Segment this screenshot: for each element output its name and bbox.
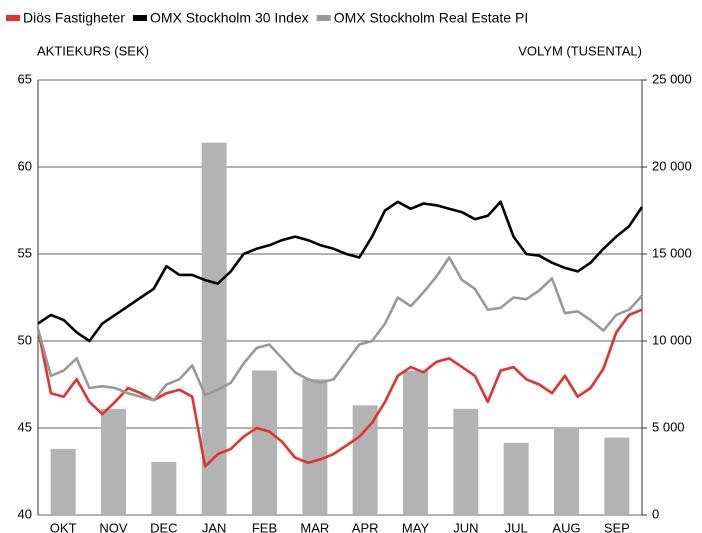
x-tick-label: FEB (252, 520, 277, 533)
legend-swatch (132, 15, 147, 21)
y-tick-label: 60 (18, 158, 32, 173)
y-tick-label: 50 (18, 332, 32, 347)
volume-bar (50, 448, 76, 515)
x-tick-label: MAR (300, 520, 329, 533)
y-tick-label: 45 (18, 419, 32, 434)
y2-tick-label: 15 000 (652, 245, 692, 260)
volume-bar (403, 370, 428, 515)
y2-tick-label: 5 000 (652, 419, 685, 434)
x-tick-label: OKT (50, 520, 77, 533)
x-tick-label: APR (352, 520, 379, 533)
volume-bar (554, 427, 579, 515)
y-tick-label: 40 (18, 506, 32, 521)
y2-tick-label: 0 (652, 506, 659, 521)
x-tick-label: MAY (402, 520, 430, 533)
legend-swatch (316, 15, 331, 21)
y2-tick-label: 25 000 (652, 71, 692, 86)
volume-bar (302, 379, 328, 515)
y-tick-label: 55 (18, 245, 32, 260)
x-tick-label: NOV (99, 520, 128, 533)
x-tick-label: JAN (202, 520, 227, 533)
price-line (37, 200, 644, 343)
volume-bar (151, 461, 177, 515)
x-tick-label: JUN (453, 520, 478, 533)
volume-bar (101, 408, 126, 515)
volume-bar (503, 442, 529, 515)
volume-bar (252, 370, 277, 515)
x-tick-label: JUL (505, 520, 528, 533)
legend-label: OMX Stockholm 30 Index (150, 10, 309, 26)
legend-swatch (6, 15, 20, 21)
price-line (36, 256, 643, 402)
volume-bar (604, 437, 630, 515)
x-tick-label: SEP (604, 520, 630, 533)
y-tick-label: 65 (18, 71, 32, 86)
y2-tick-label: 10 000 (652, 332, 692, 347)
y2-tick-label: 20 000 (652, 158, 692, 173)
volume-bar (352, 405, 378, 515)
y-axis-label: AKTIEKURS (SEK) (37, 43, 149, 58)
x-tick-label: AUG (552, 520, 580, 533)
legend-label: OMX Stockholm Real Estate PI (334, 10, 529, 26)
x-tick-label: DEC (150, 520, 177, 533)
price-line (36, 308, 643, 468)
y2-axis-label: VOLYM (TUSENTAL) (518, 43, 642, 58)
volume-bar (453, 408, 479, 515)
legend-label: Diös Fastigheter (23, 10, 125, 26)
